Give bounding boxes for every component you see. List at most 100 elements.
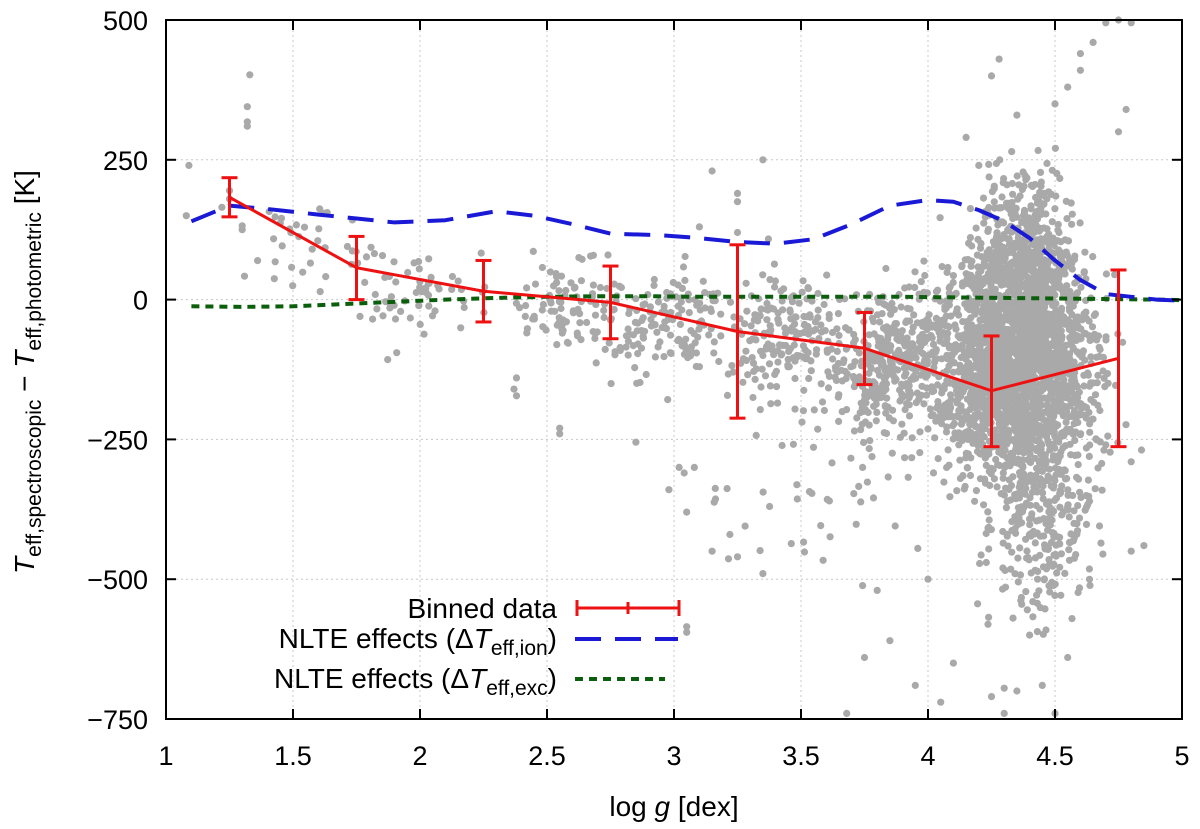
scatter-point xyxy=(1005,476,1014,484)
scatter-point xyxy=(761,372,770,380)
scatter-point xyxy=(1056,326,1064,334)
scatter-point xyxy=(784,355,792,363)
scatter-point xyxy=(683,628,691,636)
scatter-point xyxy=(1011,314,1019,322)
scatter-point xyxy=(521,312,529,320)
scatter-point xyxy=(855,373,864,381)
scatter-point xyxy=(1030,329,1038,337)
scatter-point xyxy=(1039,346,1047,354)
scatter-point xyxy=(1086,581,1094,590)
scatter-point xyxy=(1004,247,1013,255)
scatter-point xyxy=(1055,435,1063,443)
scatter-point xyxy=(826,533,834,541)
scatter-point xyxy=(766,276,774,284)
y-tick-label: 0 xyxy=(133,286,148,316)
x-tick-label: 1.5 xyxy=(274,741,312,771)
scatter-point xyxy=(942,312,950,320)
scatter-point xyxy=(976,244,985,252)
scatter-point xyxy=(950,419,959,428)
scatter-point xyxy=(792,313,800,321)
scatter-point xyxy=(759,156,767,164)
scatter-point xyxy=(1075,514,1084,522)
scatter-point xyxy=(947,396,955,404)
scatter-point xyxy=(988,288,996,296)
scatter-point xyxy=(538,306,546,314)
scatter-point xyxy=(898,380,906,388)
scatter-point xyxy=(999,366,1007,374)
scatter-point xyxy=(950,359,958,367)
scatter-point xyxy=(1055,246,1063,254)
scatter-point xyxy=(1026,631,1034,639)
scatter-point xyxy=(711,297,719,305)
scatter-point xyxy=(866,437,874,445)
scatter-point xyxy=(974,263,982,271)
scatter-point xyxy=(1050,242,1058,250)
scatter-point xyxy=(1050,474,1058,483)
scatter-point xyxy=(989,270,997,278)
scatter-point xyxy=(1091,391,1100,399)
scatter-point xyxy=(708,547,716,555)
scatter-point xyxy=(1029,598,1037,606)
scatter-point xyxy=(916,333,924,341)
scatter-point xyxy=(1018,476,1026,484)
scatter-point xyxy=(767,345,776,354)
nlte-exc-line-layer xyxy=(191,294,1183,309)
scatter-point xyxy=(1045,188,1053,196)
scatter-point xyxy=(886,637,894,645)
scatter-point xyxy=(547,299,555,307)
scatter-point xyxy=(996,317,1004,325)
scatter-point xyxy=(834,359,843,368)
scatter-point xyxy=(888,449,896,457)
scatter-point xyxy=(605,339,613,347)
scatter-point xyxy=(758,365,766,373)
scatter-point xyxy=(1047,270,1055,278)
scatter-point xyxy=(1074,461,1082,469)
scatter-point xyxy=(927,412,935,420)
scatter-point xyxy=(717,310,725,318)
scatter-point xyxy=(917,278,925,286)
legend-label-exc: NLTE effects (ΔTeff,exc) xyxy=(274,663,557,700)
scatter-point xyxy=(1006,356,1014,364)
scatter-point xyxy=(1030,217,1038,225)
scatter-point xyxy=(1053,277,1061,285)
scatter-point xyxy=(1029,309,1037,317)
scatter-point xyxy=(972,487,981,495)
scatter-point xyxy=(885,414,893,422)
scatter-point xyxy=(992,455,1000,464)
scatter-point xyxy=(1062,197,1070,205)
scatter-point xyxy=(1022,401,1030,409)
scatter-point xyxy=(425,302,433,310)
scatter-point xyxy=(1027,413,1035,421)
scatter-point xyxy=(299,268,307,276)
scatter-point xyxy=(300,223,309,231)
scatter-point xyxy=(960,367,969,375)
scatter-point xyxy=(665,486,673,494)
scatter-point xyxy=(1026,521,1034,529)
scatter-point xyxy=(982,558,990,567)
scatter-point xyxy=(901,353,909,362)
scatter-point xyxy=(1056,174,1064,182)
scatter-point xyxy=(999,539,1007,547)
scatter-point xyxy=(1073,316,1081,324)
scatter-point xyxy=(976,333,984,341)
scatter-point xyxy=(1016,544,1024,552)
scatter-point xyxy=(1008,453,1017,461)
scatter-point xyxy=(1090,398,1098,406)
scatter-point xyxy=(570,284,579,292)
scatter-point xyxy=(1076,50,1084,58)
scatter-point xyxy=(1029,317,1037,325)
binned-data-line xyxy=(228,195,1119,393)
scatter-point xyxy=(982,529,990,538)
scatter-point xyxy=(1044,319,1052,327)
scatter-point xyxy=(1016,571,1025,579)
scatter-point xyxy=(591,311,600,319)
scatter-point xyxy=(454,277,462,285)
scatter-point xyxy=(1033,591,1041,599)
scatter-point xyxy=(803,313,811,321)
scatter-point xyxy=(924,425,932,433)
scatter-point xyxy=(289,282,297,290)
scatter-point xyxy=(1014,195,1022,203)
scatter-point xyxy=(596,283,605,292)
scatter-point xyxy=(1003,440,1011,448)
scatter-point xyxy=(1009,614,1017,622)
